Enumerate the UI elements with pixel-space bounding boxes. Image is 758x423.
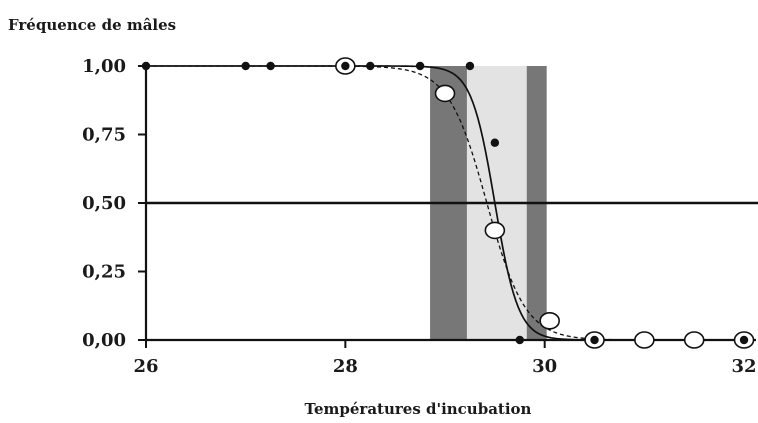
y-tick-label: 0,75 bbox=[82, 125, 126, 146]
filled-marker bbox=[415, 61, 425, 71]
filled-marker bbox=[490, 138, 500, 147]
open-marker bbox=[539, 312, 560, 330]
filled-marker bbox=[739, 335, 749, 345]
data-points bbox=[141, 57, 755, 349]
y-tick-label: 0,25 bbox=[82, 262, 126, 283]
filled-marker bbox=[465, 61, 475, 71]
open-marker bbox=[634, 331, 655, 349]
open-marker bbox=[683, 331, 705, 349]
open-marker bbox=[484, 221, 506, 240]
x-tick-label: 26 bbox=[133, 356, 158, 377]
y-tick-label: 0,00 bbox=[82, 330, 126, 351]
x-tick-label: 30 bbox=[532, 356, 557, 377]
x-tick-label: 28 bbox=[333, 356, 358, 377]
y-tick-label: 1,00 bbox=[82, 56, 126, 77]
tick-labels: 0,00 0,25 0,50 0,75 1,00 26 28 30 32 bbox=[82, 56, 756, 377]
x-tick-label: 32 bbox=[732, 356, 757, 377]
filled-marker bbox=[141, 61, 151, 71]
filled-marker bbox=[266, 61, 275, 71]
y-axis-title: Fréquence de mâles bbox=[8, 16, 176, 34]
filled-marker bbox=[241, 61, 250, 71]
filled-marker bbox=[341, 61, 350, 71]
open-marker bbox=[434, 84, 456, 103]
x-axis-title: Températures d'incubation bbox=[305, 400, 532, 418]
filled-marker bbox=[590, 335, 599, 345]
y-tick-label: 0,50 bbox=[82, 193, 126, 214]
filled-marker bbox=[366, 61, 375, 71]
filled-marker bbox=[515, 335, 524, 345]
